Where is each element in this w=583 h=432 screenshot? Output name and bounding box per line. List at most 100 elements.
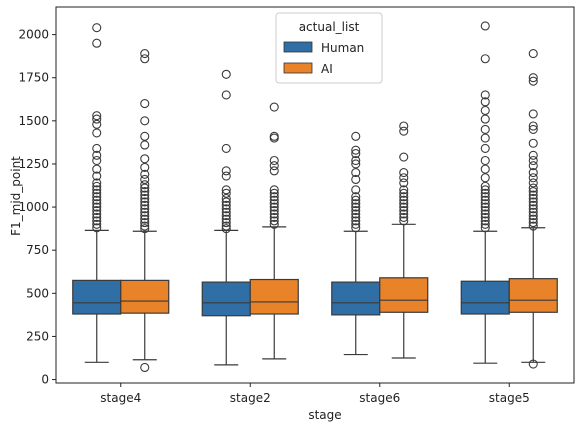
outlier-point xyxy=(269,155,279,166)
outlier-point xyxy=(269,161,279,171)
outlier-point xyxy=(92,164,102,174)
outlier-point xyxy=(528,197,538,207)
y-tick-label: 750 xyxy=(26,243,49,257)
outlier-point xyxy=(351,185,361,195)
iqr-box xyxy=(201,281,251,317)
outlier-point xyxy=(351,155,361,166)
outlier-point xyxy=(351,209,361,219)
y-tick-label: 500 xyxy=(26,286,49,300)
outlier-point xyxy=(221,171,231,181)
outlier-point xyxy=(351,212,361,222)
outlier-point xyxy=(480,97,490,107)
outlier-point xyxy=(351,159,361,169)
outlier-point xyxy=(528,173,538,183)
outlier-point xyxy=(92,219,102,229)
outlier-point xyxy=(351,216,361,226)
outlier-point xyxy=(480,195,490,205)
y-tick-label: 1250 xyxy=(18,157,49,171)
outlier-point xyxy=(140,49,150,59)
outlier-point xyxy=(140,187,150,197)
outlier-point xyxy=(92,188,102,198)
outlier-point xyxy=(480,164,490,174)
outlier-point xyxy=(269,195,279,205)
outlier-point xyxy=(399,192,409,202)
outlier-point xyxy=(399,121,409,131)
outlier-point xyxy=(221,218,231,228)
iqr-box xyxy=(331,281,381,316)
outlier-point xyxy=(351,219,361,229)
outlier-point xyxy=(480,216,490,226)
outlier-point xyxy=(221,185,231,195)
box-human-stage6 xyxy=(331,131,381,356)
outlier-point xyxy=(269,102,279,112)
iqr-box xyxy=(460,280,510,315)
outlier-point xyxy=(528,168,538,178)
outlier-point xyxy=(269,216,279,226)
outlier-point xyxy=(140,140,150,150)
outlier-point xyxy=(140,224,150,234)
outlier-point xyxy=(221,224,231,234)
outlier-point xyxy=(269,166,279,176)
outlier-point xyxy=(221,221,231,231)
outlier-point xyxy=(269,205,279,216)
box-groups xyxy=(72,21,558,373)
x-tick-label: stage6 xyxy=(359,391,400,405)
outlier-point xyxy=(351,202,361,212)
outlier-point xyxy=(480,181,490,191)
outlier-point xyxy=(399,188,409,198)
box-ai-stage6 xyxy=(379,121,429,359)
outlier-point xyxy=(92,178,102,188)
outlier-point xyxy=(221,204,231,214)
legend-label-human: Human xyxy=(321,41,364,55)
outlier-point xyxy=(399,173,409,183)
outlier-point xyxy=(528,150,538,160)
outlier-point xyxy=(399,195,409,205)
outlier-point xyxy=(92,150,102,160)
outlier-point xyxy=(480,21,490,31)
outlier-point xyxy=(140,362,150,373)
outlier-point xyxy=(221,90,231,100)
outlier-point xyxy=(221,69,231,79)
outlier-point xyxy=(528,211,538,221)
outlier-point xyxy=(480,188,490,198)
outlier-point xyxy=(140,214,150,224)
outlier-point xyxy=(351,174,361,185)
outlier-point xyxy=(140,221,150,231)
outlier-point xyxy=(528,109,538,119)
box-human-stage5 xyxy=(460,21,510,364)
outlier-point xyxy=(269,199,279,209)
outlier-point xyxy=(351,205,361,216)
outlier-point xyxy=(269,192,279,202)
outlier-point xyxy=(351,131,361,141)
outlier-point xyxy=(480,223,490,233)
outlier-point xyxy=(399,205,409,216)
outlier-point xyxy=(480,205,490,216)
outlier-point xyxy=(351,223,361,233)
outlier-point xyxy=(140,193,150,203)
outlier-point xyxy=(528,183,538,193)
outlier-point xyxy=(351,195,361,205)
outlier-point xyxy=(480,185,490,195)
x-axis: stage4 stage2 stage6 stage5 xyxy=(100,383,530,405)
outlier-point xyxy=(480,105,490,116)
outlier-point xyxy=(399,199,409,209)
outlier-point xyxy=(480,173,490,183)
outlier-point xyxy=(528,124,538,135)
outlier-point xyxy=(528,178,538,188)
iqr-box xyxy=(508,278,558,313)
y-tick-label: 2000 xyxy=(18,28,49,42)
outlier-point xyxy=(269,133,279,143)
outlier-point xyxy=(269,219,279,229)
outlier-point xyxy=(92,38,102,48)
box-human-stage4 xyxy=(72,23,122,363)
outlier-point xyxy=(92,171,102,181)
outlier-point xyxy=(528,121,538,131)
outlier-point xyxy=(528,193,538,203)
x-axis-title: stage xyxy=(308,408,341,422)
outlier-point xyxy=(351,199,361,209)
outlier-point xyxy=(528,155,538,166)
outlier-point xyxy=(269,185,279,195)
outlier-point xyxy=(480,143,490,153)
outlier-point xyxy=(399,178,409,188)
